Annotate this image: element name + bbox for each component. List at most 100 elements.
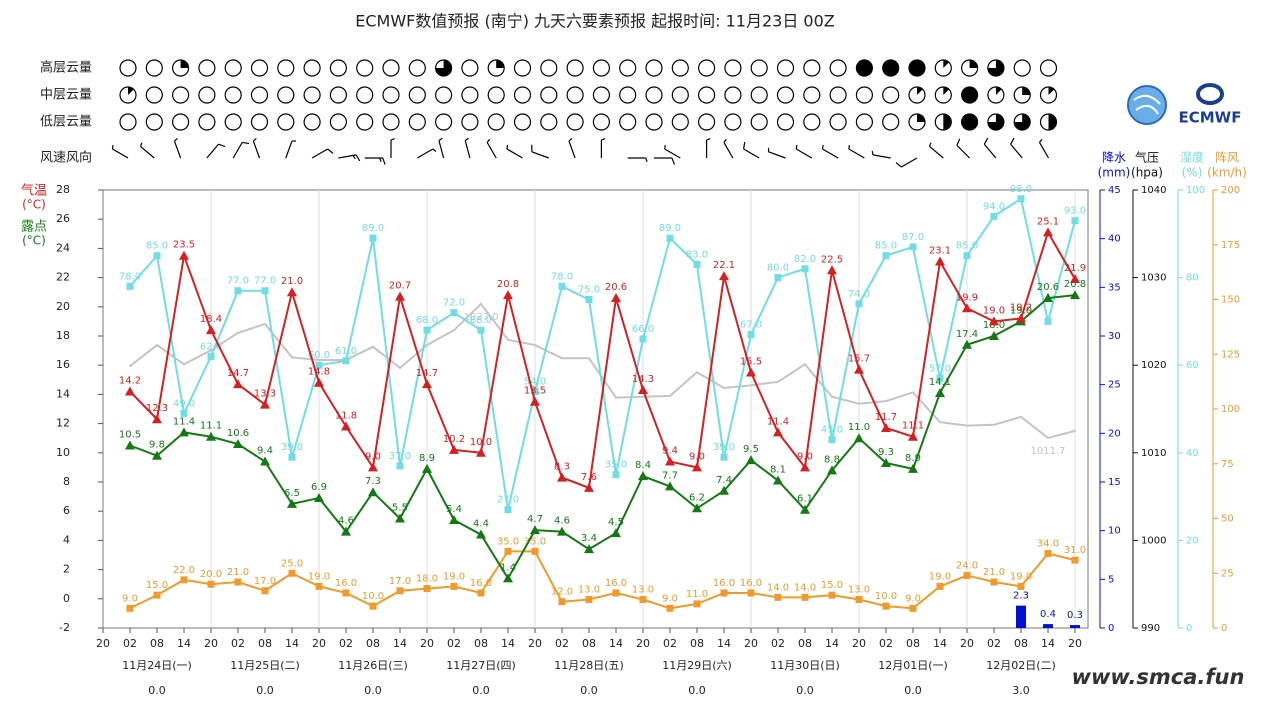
- point-marker: [615, 396, 617, 399]
- value-label: 68.0: [470, 315, 492, 326]
- series-line: [129, 302, 1076, 439]
- cloud-cover: [172, 113, 190, 131]
- cloud-cover: [382, 86, 400, 104]
- x-tick-label: 20: [1068, 637, 1082, 650]
- right-tick-label: 175: [1221, 240, 1240, 251]
- point-marker: [557, 526, 567, 536]
- right-tick-label: 60: [1186, 360, 1199, 371]
- precip-bar: [1070, 625, 1080, 628]
- y-tick-label: 2: [63, 563, 70, 576]
- point-marker: [693, 260, 701, 268]
- point-marker: [774, 593, 782, 601]
- value-label: 54.0: [524, 376, 546, 387]
- point-marker: [288, 453, 296, 461]
- cloud-cover: [513, 59, 532, 77]
- cloud-cover-fill: [128, 87, 134, 95]
- x-tick-label: 14: [177, 637, 191, 650]
- wind-barb: [486, 138, 497, 159]
- cloud-cover: [435, 86, 453, 104]
- point-marker: [234, 287, 242, 295]
- point-marker: [287, 498, 297, 508]
- point-marker: [642, 395, 644, 398]
- y-axis-title: 露点: [21, 220, 47, 235]
- right-tick-label: 15: [1108, 477, 1121, 488]
- ecmwf-logo-text: ECMWF: [1179, 109, 1242, 127]
- right-tick-label: 30: [1108, 331, 1121, 342]
- wind-barb: [627, 157, 648, 162]
- x-tick-label: 02: [771, 637, 785, 650]
- value-label: 61.0: [335, 346, 357, 357]
- wind-barb: [464, 137, 471, 159]
- value-label: 4.7: [527, 514, 543, 525]
- cloud-cover: [540, 59, 558, 77]
- point-marker: [638, 471, 648, 481]
- point-marker: [584, 482, 594, 492]
- wind-barb: [821, 144, 839, 159]
- wind-barb: [1038, 138, 1050, 159]
- cloud-cover: [908, 59, 926, 77]
- point-marker: [963, 571, 971, 579]
- x-tick-label: 08: [582, 637, 596, 650]
- cloud-cover-fill: [1014, 114, 1031, 130]
- point-marker: [183, 363, 185, 366]
- point-marker: [179, 427, 189, 437]
- x-tick-label: 08: [150, 637, 164, 650]
- point-marker: [773, 427, 783, 437]
- y-tick-label: 14: [56, 387, 70, 400]
- value-label: 62.0: [200, 341, 222, 352]
- value-label: 80.0: [767, 263, 789, 274]
- wind-barb: [285, 140, 296, 159]
- wind-barb: [206, 143, 226, 159]
- right-axis-unit: (km/h): [1207, 166, 1247, 180]
- y-tick-label: 26: [56, 212, 70, 225]
- x-tick-label: 02: [879, 637, 893, 650]
- cloud-row-label: 低层云量: [40, 115, 92, 130]
- value-label: 9.4: [257, 446, 273, 457]
- daily-precip: 0.0: [472, 684, 490, 697]
- point-marker: [315, 582, 323, 590]
- point-marker: [396, 587, 404, 595]
- value-label: 43.0: [821, 425, 843, 436]
- point-marker: [885, 400, 887, 403]
- x-tick-label: 02: [987, 637, 1001, 650]
- y-tick-label: 4: [63, 533, 70, 546]
- y-axis-title: 气温: [21, 183, 47, 199]
- point-marker: [558, 598, 566, 606]
- point-marker: [746, 367, 756, 377]
- point-marker: [450, 309, 458, 317]
- value-label: 1.4: [500, 562, 516, 573]
- value-label: 20.7: [389, 281, 411, 292]
- point-marker: [291, 356, 293, 359]
- point-marker: [588, 357, 590, 360]
- value-label: 19.0: [1010, 305, 1032, 316]
- value-label: 11.1: [200, 421, 222, 432]
- y-tick-label: 8: [63, 475, 70, 488]
- right-tick-label: 100: [1221, 404, 1240, 415]
- cloud-cover: [356, 86, 374, 104]
- cloud-cover: [829, 113, 847, 131]
- point-marker: [1071, 556, 1079, 564]
- point-marker: [233, 439, 243, 449]
- cloud-cover-fill: [917, 114, 925, 122]
- point-marker: [156, 344, 158, 347]
- value-label: 13.0: [848, 585, 870, 596]
- value-label: 15.7: [848, 354, 870, 365]
- x-tick-label: 02: [663, 637, 677, 650]
- point-marker: [504, 506, 512, 514]
- cloud-cover-fill: [1048, 87, 1055, 95]
- point-marker: [534, 344, 536, 347]
- point-marker: [341, 526, 351, 536]
- value-label: 72.0: [443, 298, 465, 309]
- x-tick-label: 08: [258, 637, 272, 650]
- point-marker: [530, 396, 540, 406]
- point-marker: [854, 433, 864, 443]
- cloud-cover: [592, 59, 611, 77]
- cloud-cover: [697, 86, 716, 104]
- value-label: 20.6: [1037, 282, 1059, 293]
- x-tick-label: 20: [420, 637, 434, 650]
- plot-frame: [102, 189, 1089, 629]
- value-label: 89.0: [362, 223, 384, 234]
- cloud-cover: [855, 86, 874, 104]
- day-label: 11月24日(一): [122, 659, 192, 672]
- point-marker: [692, 462, 702, 472]
